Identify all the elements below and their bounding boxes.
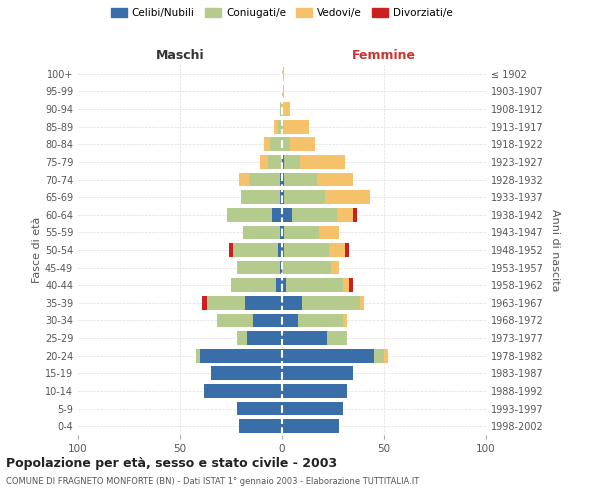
Bar: [241, 190, 280, 204]
Bar: [284, 120, 308, 134]
Bar: [233, 243, 278, 257]
Bar: [263, 138, 270, 151]
Bar: [282, 190, 284, 204]
Bar: [282, 349, 374, 362]
Bar: [231, 278, 276, 292]
Bar: [349, 278, 353, 292]
Bar: [290, 138, 314, 151]
Bar: [217, 314, 253, 328]
Bar: [227, 208, 272, 222]
Bar: [282, 172, 284, 186]
Bar: [284, 172, 317, 186]
Bar: [276, 278, 282, 292]
Bar: [280, 102, 282, 116]
Bar: [329, 243, 345, 257]
Bar: [280, 260, 282, 274]
Bar: [353, 208, 358, 222]
Bar: [284, 226, 319, 239]
Bar: [274, 120, 278, 134]
Bar: [272, 208, 282, 222]
Legend: Celibi/Nubili, Coniugati/e, Vedovi/e, Divorziati/e: Celibi/Nubili, Coniugati/e, Vedovi/e, Di…: [111, 8, 453, 18]
Bar: [237, 260, 280, 274]
Bar: [284, 190, 325, 204]
Bar: [268, 155, 282, 169]
Bar: [239, 420, 282, 433]
Bar: [237, 331, 247, 345]
Bar: [280, 172, 282, 186]
Bar: [202, 296, 206, 310]
Bar: [282, 366, 353, 380]
Bar: [343, 314, 347, 328]
Bar: [282, 260, 331, 274]
Bar: [206, 296, 245, 310]
Text: Femmine: Femmine: [352, 50, 416, 62]
Bar: [282, 331, 327, 345]
Bar: [270, 138, 282, 151]
Bar: [384, 349, 388, 362]
Bar: [247, 331, 282, 345]
Bar: [282, 102, 290, 116]
Bar: [317, 172, 353, 186]
Bar: [337, 208, 353, 222]
Bar: [243, 226, 280, 239]
Bar: [282, 208, 292, 222]
Bar: [282, 155, 284, 169]
Bar: [298, 314, 343, 328]
Bar: [237, 402, 282, 415]
Bar: [239, 172, 250, 186]
Bar: [284, 155, 301, 169]
Bar: [327, 331, 347, 345]
Bar: [278, 120, 282, 134]
Text: Popolazione per età, sesso e stato civile - 2003: Popolazione per età, sesso e stato civil…: [6, 458, 337, 470]
Bar: [286, 278, 343, 292]
Bar: [284, 243, 329, 257]
Bar: [331, 260, 339, 274]
Bar: [196, 349, 200, 362]
Bar: [280, 190, 282, 204]
Bar: [343, 278, 349, 292]
Bar: [250, 172, 280, 186]
Bar: [374, 349, 384, 362]
Bar: [205, 384, 282, 398]
Bar: [200, 349, 282, 362]
Bar: [282, 120, 284, 134]
Bar: [229, 243, 233, 257]
Bar: [282, 402, 343, 415]
Bar: [282, 138, 290, 151]
Y-axis label: Anni di nascita: Anni di nascita: [550, 209, 560, 291]
Text: COMUNE DI FRAGNETO MONFORTE (BN) - Dati ISTAT 1° gennaio 2003 - Elaborazione TUT: COMUNE DI FRAGNETO MONFORTE (BN) - Dati …: [6, 478, 419, 486]
Bar: [253, 314, 282, 328]
Bar: [211, 366, 282, 380]
Bar: [245, 296, 282, 310]
Bar: [282, 314, 298, 328]
Text: Maschi: Maschi: [155, 50, 205, 62]
Bar: [325, 190, 370, 204]
Bar: [292, 208, 337, 222]
Bar: [282, 278, 286, 292]
Bar: [282, 243, 284, 257]
Bar: [282, 296, 302, 310]
Bar: [319, 226, 339, 239]
Y-axis label: Fasce di età: Fasce di età: [32, 217, 42, 283]
Bar: [260, 155, 268, 169]
Bar: [282, 420, 339, 433]
Bar: [359, 296, 364, 310]
Bar: [278, 243, 282, 257]
Bar: [282, 384, 347, 398]
Bar: [282, 226, 284, 239]
Bar: [282, 67, 284, 80]
Bar: [345, 243, 349, 257]
Bar: [282, 84, 284, 98]
Bar: [280, 226, 282, 239]
Bar: [302, 296, 359, 310]
Bar: [301, 155, 345, 169]
